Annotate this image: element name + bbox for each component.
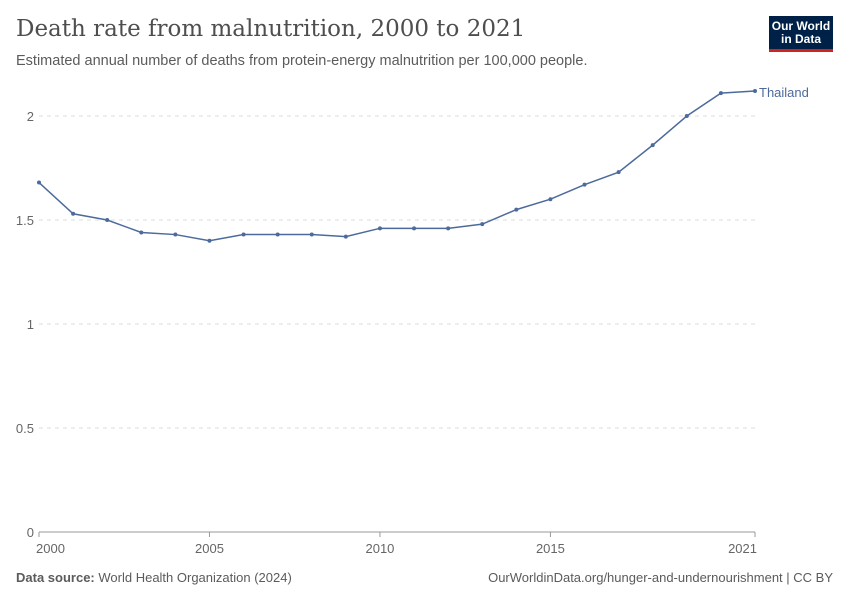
owid-logo[interactable]: Our World in Data xyxy=(769,16,833,52)
data-point xyxy=(650,143,655,148)
y-tick-label: 0 xyxy=(27,525,34,540)
data-source: Data source: World Health Organization (… xyxy=(16,570,292,585)
footer-url[interactable]: OurWorldinData.org/hunger-and-undernouri… xyxy=(488,570,833,585)
data-point xyxy=(37,180,41,185)
data-point xyxy=(139,230,144,235)
data-point xyxy=(377,226,382,231)
x-tick-label: 2000 xyxy=(36,541,65,556)
data-point xyxy=(71,211,76,216)
x-tick-label: 2010 xyxy=(365,541,394,556)
data-point xyxy=(684,114,689,118)
y-tick-label: 2 xyxy=(27,109,34,124)
chart-title: Death rate from malnutrition, 2000 to 20… xyxy=(16,16,526,42)
data-point xyxy=(514,207,519,212)
data-point xyxy=(446,226,451,231)
data-point xyxy=(616,170,621,175)
y-tick-label: 1.5 xyxy=(16,213,34,228)
series-line xyxy=(38,90,756,242)
source-text: World Health Organization (2024) xyxy=(98,570,292,585)
data-point xyxy=(173,232,178,237)
source-label: Data source: xyxy=(16,570,95,585)
data-point xyxy=(548,197,553,202)
data-point xyxy=(718,91,723,96)
y-tick-label: 0.5 xyxy=(16,421,34,436)
logo-line1: Our World xyxy=(771,19,831,33)
y-tick-label: 1 xyxy=(27,317,34,332)
data-point xyxy=(241,232,246,237)
series-label: Thailand xyxy=(759,85,809,100)
data-point xyxy=(275,232,280,237)
x-tick-label: 2015 xyxy=(536,541,565,556)
data-point xyxy=(105,218,110,222)
logo-line2: in Data xyxy=(780,32,821,46)
data-point xyxy=(412,226,417,231)
data-point xyxy=(480,222,485,227)
data-point xyxy=(343,234,348,239)
x-tick-label: 2021 xyxy=(728,541,757,556)
data-point xyxy=(753,89,757,94)
x-tick-label: 2005 xyxy=(195,541,224,556)
data-point xyxy=(309,232,314,237)
data-point xyxy=(207,238,212,243)
data-point xyxy=(582,182,587,187)
chart-subtitle: Estimated annual number of deaths from p… xyxy=(16,53,588,69)
